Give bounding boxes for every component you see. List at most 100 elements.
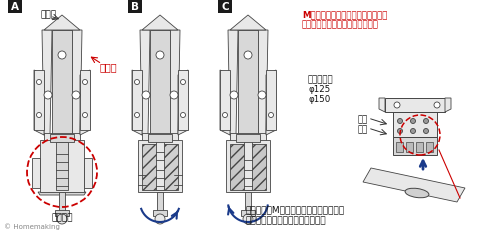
Text: © Homemaking: © Homemaking	[4, 224, 60, 230]
Bar	[230, 144, 266, 190]
Circle shape	[244, 51, 252, 59]
Ellipse shape	[405, 188, 429, 198]
Circle shape	[156, 51, 164, 59]
Bar	[138, 140, 182, 192]
Polygon shape	[238, 30, 258, 140]
Bar	[153, 210, 167, 216]
Circle shape	[397, 118, 402, 124]
Circle shape	[82, 113, 88, 118]
Circle shape	[134, 113, 140, 118]
Polygon shape	[266, 70, 276, 135]
Polygon shape	[132, 70, 142, 135]
Polygon shape	[142, 15, 178, 30]
Bar	[44, 133, 80, 145]
Bar	[55, 210, 69, 216]
Circle shape	[180, 79, 186, 85]
Text: φ150: φ150	[308, 95, 330, 105]
Polygon shape	[445, 98, 451, 112]
Bar	[148, 134, 172, 142]
Bar	[34, 70, 44, 130]
Text: つまみ: つまみ	[40, 11, 56, 20]
Polygon shape	[80, 70, 90, 135]
Polygon shape	[230, 15, 266, 30]
Polygon shape	[44, 15, 80, 30]
Text: 切刃: 切刃	[358, 125, 368, 134]
Circle shape	[423, 118, 428, 124]
Circle shape	[423, 129, 428, 133]
Polygon shape	[170, 30, 180, 135]
Circle shape	[269, 113, 273, 118]
Bar	[56, 142, 68, 190]
Circle shape	[258, 91, 266, 99]
Bar	[396, 142, 403, 152]
Polygon shape	[178, 70, 188, 135]
Bar	[241, 210, 255, 216]
Text: A: A	[11, 1, 19, 12]
Bar	[244, 140, 252, 190]
Circle shape	[72, 91, 80, 99]
Text: ハンドルを作動させてください。: ハンドルを作動させてください。	[245, 216, 326, 226]
Circle shape	[397, 129, 402, 133]
Polygon shape	[72, 30, 82, 135]
Circle shape	[82, 79, 88, 85]
Polygon shape	[38, 192, 86, 195]
Circle shape	[394, 102, 400, 108]
Bar	[385, 98, 445, 112]
Bar	[142, 133, 178, 145]
Bar	[84, 158, 92, 188]
Circle shape	[36, 79, 42, 85]
Bar	[220, 70, 230, 130]
Bar	[218, 0, 232, 13]
Bar	[132, 70, 142, 130]
Circle shape	[44, 91, 52, 99]
Bar	[32, 158, 40, 188]
Circle shape	[243, 214, 253, 224]
Text: 適合サイズ: 適合サイズ	[308, 75, 334, 85]
Circle shape	[57, 214, 67, 224]
Polygon shape	[150, 30, 170, 140]
Bar	[393, 112, 437, 137]
Bar	[406, 142, 413, 152]
Polygon shape	[379, 98, 385, 112]
Text: が当たるように作業して下さい。: が当たるように作業して下さい。	[302, 20, 379, 30]
Circle shape	[170, 91, 178, 99]
Polygon shape	[363, 168, 465, 202]
Bar	[226, 140, 270, 192]
Bar	[8, 0, 22, 13]
Circle shape	[411, 129, 416, 133]
Text: φ125: φ125	[308, 86, 330, 94]
Bar	[157, 192, 163, 212]
Bar	[156, 140, 164, 190]
Polygon shape	[34, 70, 44, 135]
Circle shape	[222, 113, 227, 118]
Text: 受刃: 受刃	[358, 115, 368, 125]
Polygon shape	[140, 30, 150, 135]
Text: B: B	[131, 1, 139, 12]
Polygon shape	[42, 30, 52, 135]
Bar	[393, 137, 437, 155]
Circle shape	[434, 102, 440, 108]
Circle shape	[142, 91, 150, 99]
Bar	[245, 192, 251, 212]
Bar	[236, 134, 260, 142]
Circle shape	[134, 79, 140, 85]
Text: ハンドル: ハンドル	[51, 214, 73, 223]
Bar	[40, 140, 84, 192]
Circle shape	[155, 214, 165, 224]
Bar	[426, 142, 433, 152]
Text: 受刃の溝にMバーの立上り部をはめて、: 受刃の溝にMバーの立上り部をはめて、	[245, 205, 344, 215]
Bar	[59, 192, 65, 212]
Polygon shape	[258, 30, 268, 135]
Bar	[416, 142, 423, 152]
Polygon shape	[52, 30, 72, 140]
Circle shape	[411, 118, 416, 124]
Text: Mバーの切り出しは、必ずこの部分: Mバーの切り出しは、必ずこの部分	[302, 11, 388, 20]
Text: C: C	[221, 1, 229, 12]
Circle shape	[36, 113, 42, 118]
Circle shape	[180, 113, 186, 118]
Polygon shape	[220, 70, 230, 135]
Circle shape	[58, 51, 66, 59]
Bar	[230, 133, 266, 145]
Bar	[178, 70, 188, 130]
Polygon shape	[228, 30, 238, 135]
